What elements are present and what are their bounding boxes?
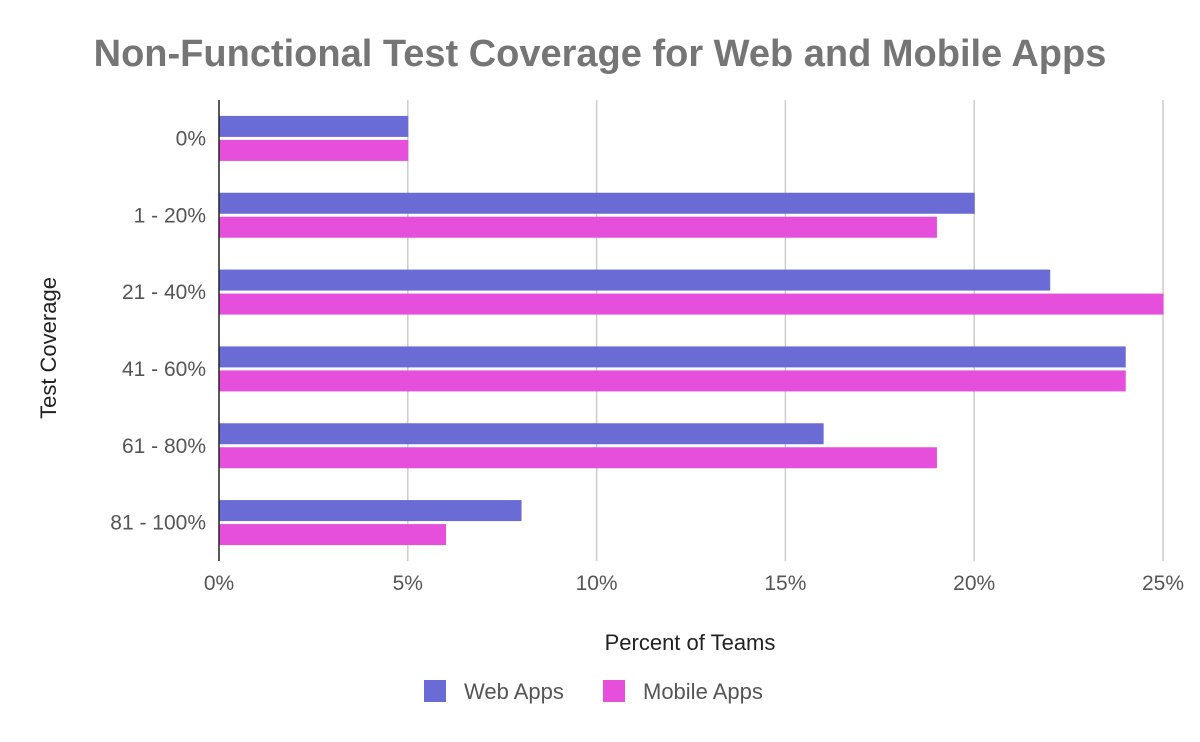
bar-web-apps <box>218 346 1126 368</box>
y-tick-label: 41 - 60% <box>122 358 206 381</box>
x-tick-label: 5% <box>393 572 423 595</box>
legend-label: Mobile Apps <box>643 679 763 704</box>
bar-web-apps <box>218 500 522 522</box>
legend-swatch <box>603 680 625 702</box>
bars <box>218 115 1164 546</box>
x-tick-label: 25% <box>1142 572 1184 595</box>
bar-web-apps <box>218 269 1051 291</box>
y-tick-label: 1 - 20% <box>134 204 206 227</box>
x-tick-label: 15% <box>764 572 806 595</box>
x-axis-title: Percent of Teams <box>605 630 776 655</box>
gridlines <box>407 100 1164 561</box>
chart-title: Non-Functional Test Coverage for Web and… <box>94 33 1107 75</box>
bar-web-apps <box>218 423 824 445</box>
bar-mobile-apps <box>218 447 937 469</box>
y-tick-label: 0% <box>176 127 206 150</box>
bar-mobile-apps <box>218 293 1164 315</box>
legend: Web Apps Mobile Apps <box>424 679 763 704</box>
y-axis-title: Test Coverage <box>36 277 61 419</box>
x-tick-labels: 0% 5% 10% 15% 20% 25% <box>204 572 1184 595</box>
bar-web-apps <box>218 192 975 214</box>
bar-mobile-apps <box>218 370 1126 392</box>
y-tick-label: 81 - 100% <box>110 512 206 535</box>
x-tick-label: 0% <box>204 572 234 595</box>
bar-mobile-apps <box>218 139 409 161</box>
bar-mobile-apps <box>218 216 937 238</box>
y-tick-label: 61 - 80% <box>122 435 206 458</box>
legend-swatch <box>424 680 446 702</box>
y-tick-labels: 0% 1 - 20% 21 - 40% 41 - 60% 61 - 80% 81 - 10… <box>110 127 206 534</box>
x-tick-label: 20% <box>953 572 995 595</box>
y-tick-label: 21 - 40% <box>122 281 206 304</box>
x-tick-label: 10% <box>576 572 618 595</box>
bar-mobile-apps <box>218 524 447 546</box>
bar-web-apps <box>218 115 409 137</box>
legend-label: Web Apps <box>464 679 564 704</box>
